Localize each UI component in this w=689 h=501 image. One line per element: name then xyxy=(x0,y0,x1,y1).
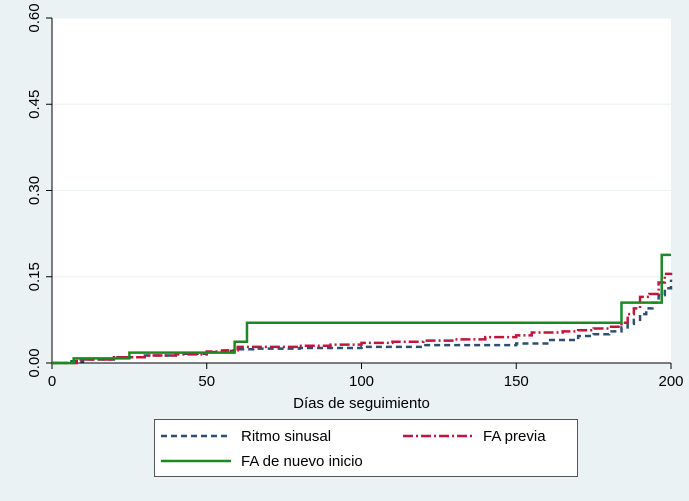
legend-swatch-fa-previa xyxy=(403,434,473,438)
x-tick-label: 150 xyxy=(504,373,529,390)
legend-item-fa-nuevo-inicio: FA de nuevo inicio xyxy=(161,452,363,470)
x-tick-label: 50 xyxy=(198,373,215,390)
x-tick-label: 100 xyxy=(349,373,374,390)
series-line-2 xyxy=(52,253,671,365)
y-tick-label: 0.60 xyxy=(26,3,43,32)
x-axis-label: Días de seguimiento xyxy=(293,395,430,412)
legend-swatch-ritmo-sinusal xyxy=(161,434,231,438)
legend-swatch-fa-nuevo-inicio xyxy=(161,459,231,463)
y-tick-label: 0.15 xyxy=(26,262,43,291)
legend-item-ritmo-sinusal: Ritmo sinusal xyxy=(161,427,331,445)
x-tick-label: 0 xyxy=(48,373,56,390)
legend: Ritmo sinusal FA previa FA de nuevo inic… xyxy=(154,419,578,477)
legend-label-fa-nuevo-inicio: FA de nuevo inicio xyxy=(241,452,363,470)
legend-label-fa-previa: FA previa xyxy=(483,427,546,445)
legend-item-fa-previa: FA previa xyxy=(403,427,546,445)
x-tick-label: 200 xyxy=(658,373,683,390)
y-tick-label: 0.30 xyxy=(26,176,43,205)
y-tick-label: 0.45 xyxy=(26,90,43,119)
legend-label-ritmo-sinusal: Ritmo sinusal xyxy=(241,427,332,445)
series-line-0 xyxy=(52,279,673,365)
y-tick-label: 0.00 xyxy=(26,348,43,377)
